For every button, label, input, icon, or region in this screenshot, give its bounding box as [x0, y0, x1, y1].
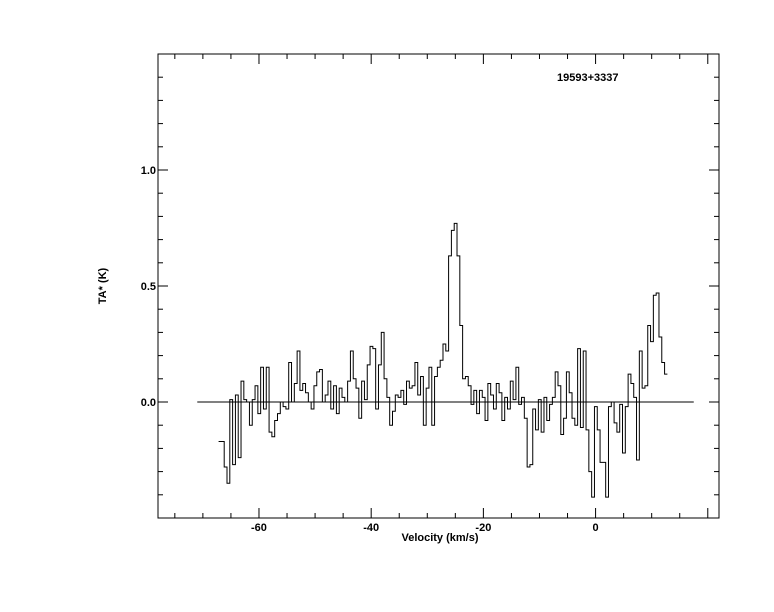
y-axis-title: TA* (K) — [97, 267, 109, 304]
y-tick-label: 1.0 — [141, 165, 156, 177]
x-tick-label: -60 — [251, 522, 267, 534]
source-annotation: 19593+3337 — [557, 72, 618, 84]
y-tick-label: 0.0 — [141, 397, 156, 409]
axis-ticks — [158, 53, 719, 519]
x-axis-title: Velocity (km/s) — [401, 532, 478, 544]
plot-frame — [157, 53, 720, 519]
y-tick-label: 0.5 — [141, 281, 156, 293]
x-tick-label: -20 — [475, 522, 491, 534]
y-tick-labels: 0.0 0.5 1.0 — [141, 165, 156, 409]
x-tick-label: -40 — [363, 522, 379, 534]
spectrum-line — [218, 222, 668, 498]
x-tick-label: 0 — [593, 522, 599, 534]
x-tick-labels: -60 -40 -20 0 — [251, 522, 599, 534]
